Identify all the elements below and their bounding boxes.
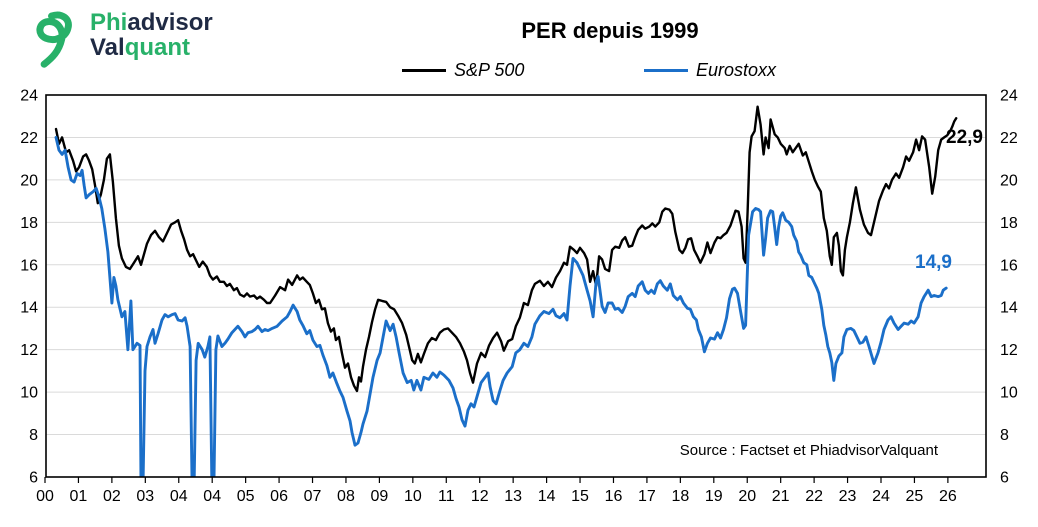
x-axis-label: 06 [270,488,288,505]
x-axis-label: 04 [170,488,188,505]
x-axis-label: 26 [939,488,957,505]
y-axis-label-left: 16 [20,257,38,274]
legend-eurostoxx-label: Eurostoxx [696,60,777,80]
x-axis-label: 23 [839,488,857,505]
logo-line-2: Valquant [90,34,191,61]
x-axis-label: 04 [203,488,221,505]
x-axis-label: 09 [371,488,389,505]
x-axis-label: 07 [304,488,322,505]
x-axis-label: 21 [772,488,790,505]
logo-wordmark: Phiadvisor Valquant [90,10,213,60]
y-axis-label-left: 24 [20,88,38,105]
y-axis-label-right: 16 [1000,257,1018,274]
y-axis-label-right: 24 [1000,88,1018,105]
eurostoxx-last-value-label: 14,9 [915,252,952,273]
legend-item-eurostoxx: Eurostoxx [644,60,776,81]
x-axis-label: 19 [705,488,723,505]
sp500-last-value-label: 22,9 [946,127,983,148]
logo-line-1: Phiadvisor [90,9,213,36]
y-axis-label-right: 6 [1000,470,1009,487]
source-note: Source : Factset et PhiadvisorValquant [679,442,938,459]
y-axis-label-left: 14 [20,300,38,317]
x-axis-label: 11 [438,488,455,505]
x-axis-label: 13 [504,488,522,505]
legend-item-sp500: S&P 500 [402,60,524,81]
y-axis-label-left: 20 [20,172,38,189]
x-axis-label: 15 [571,488,589,505]
x-axis-label: 25 [906,488,924,505]
y-axis-label-right: 8 [1000,427,1009,444]
y-axis-label-right: 14 [1000,300,1018,317]
y-axis-label-right: 22 [1000,130,1018,147]
legend-eurostoxx-line [644,68,688,73]
x-axis-label: 20 [738,488,756,505]
x-axis-label: 08 [337,488,355,505]
x-axis-label: 16 [605,488,623,505]
y-axis-label-left: 22 [20,130,38,147]
y-axis-label-left: 12 [20,342,38,359]
y-axis-label-right: 10 [1000,385,1018,402]
x-axis-label: 00 [36,488,54,505]
y-axis-label-right: 20 [1000,172,1018,189]
x-axis-label: 01 [70,488,88,505]
chart-title: PER depuis 1999 [521,18,699,43]
y-axis-label-left: 8 [29,427,38,444]
x-axis-label: 17 [638,488,656,505]
x-axis-label: 24 [872,488,890,505]
y-axis-label-left: 18 [20,215,38,232]
x-axis-label: 02 [103,488,121,505]
y-axis-label-right: 18 [1000,215,1018,232]
y-axis-label-left: 10 [20,385,38,402]
plot-border [45,94,987,478]
x-axis-label: 12 [471,488,489,505]
x-axis-label: 10 [404,488,422,505]
x-axis-label: 14 [538,488,556,505]
x-axis-label: 18 [671,488,689,505]
sp500-series-line [54,105,958,393]
x-axis-label: 03 [136,488,154,505]
logo-phi-icon [36,11,72,68]
legend-sp500-line [402,68,446,73]
y-axis-label-left: 6 [29,470,38,487]
x-axis-label: 05 [237,488,255,505]
x-axis-label: 22 [805,488,823,505]
eurostoxx-series-line [54,135,948,477]
logo: Phiadvisor Valquant [33,10,213,74]
legend-sp500-label: S&P 500 [454,60,525,80]
y-axis-label-right: 12 [1000,342,1018,359]
